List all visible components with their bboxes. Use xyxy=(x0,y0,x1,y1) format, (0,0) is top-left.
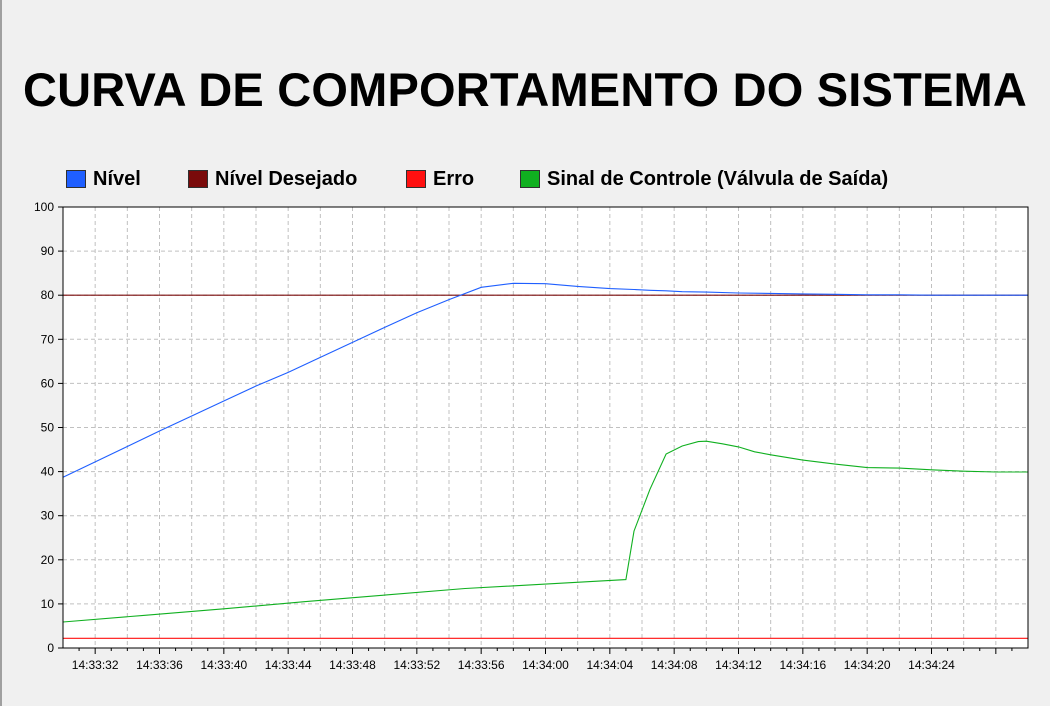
x-tick-label: 14:33:40 xyxy=(200,658,247,672)
x-tick-label: 14:34:08 xyxy=(651,658,698,672)
legend-swatch-erro xyxy=(406,170,426,188)
x-tick-label: 14:33:36 xyxy=(136,658,183,672)
x-tick-label: 14:33:32 xyxy=(72,658,119,672)
y-tick-label: 100 xyxy=(34,200,54,214)
y-tick-label: 10 xyxy=(41,597,55,611)
chart-grid xyxy=(63,207,1028,648)
x-tick-label: 14:34:16 xyxy=(779,658,826,672)
y-tick-label: 20 xyxy=(41,553,55,567)
y-tick-label: 50 xyxy=(41,421,55,435)
x-tick-label: 14:34:04 xyxy=(586,658,633,672)
window-left-edge xyxy=(0,0,2,706)
legend-label-sinal-controle: Sinal de Controle (Válvula de Saída) xyxy=(547,168,889,190)
line-chart: 0 10 20 30 40 50 60 70 80 90 100 14:33:32 14:33:36 14… xyxy=(34,200,1029,672)
y-tick-label: 0 xyxy=(47,641,54,655)
x-tick-label: 14:33:48 xyxy=(329,658,376,672)
x-tick-label: 14:33:56 xyxy=(458,658,505,672)
x-tick-label: 14:33:44 xyxy=(265,658,312,672)
legend-swatch-nivel xyxy=(66,170,86,188)
series-sinal-controle xyxy=(62,440,1028,623)
x-tick-label: 14:34:24 xyxy=(908,658,955,672)
x-tick-label: 14:34:00 xyxy=(522,658,569,672)
legend-swatch-sinal-controle xyxy=(520,170,540,188)
y-tick-label: 30 xyxy=(41,509,55,523)
legend-label-nivel: Nível xyxy=(93,168,141,190)
x-tick-label: 14:34:12 xyxy=(715,658,762,672)
legend-label-erro: Erro xyxy=(433,168,475,190)
legend-label-nivel-desejado: Nível Desejado xyxy=(215,168,358,190)
y-tick-label: 60 xyxy=(41,376,55,390)
x-tick-label: 14:34:20 xyxy=(844,658,891,672)
y-tick-label: 40 xyxy=(41,465,55,479)
legend-swatch-nivel-desejado xyxy=(188,170,208,188)
series-nivel xyxy=(62,282,1028,478)
chart-axes: 0 10 20 30 40 50 60 70 80 90 100 14:33:32 14:33:36 14… xyxy=(34,200,1029,672)
chart-title: CURVA DE COMPORTAMENTO DO SISTEMA xyxy=(22,63,1028,116)
x-tick-label: 14:33:52 xyxy=(393,658,440,672)
y-tick-label: 70 xyxy=(41,332,55,346)
chart-series xyxy=(62,282,1028,639)
y-tick-label: 90 xyxy=(41,244,55,258)
y-tick-label: 80 xyxy=(41,288,55,302)
